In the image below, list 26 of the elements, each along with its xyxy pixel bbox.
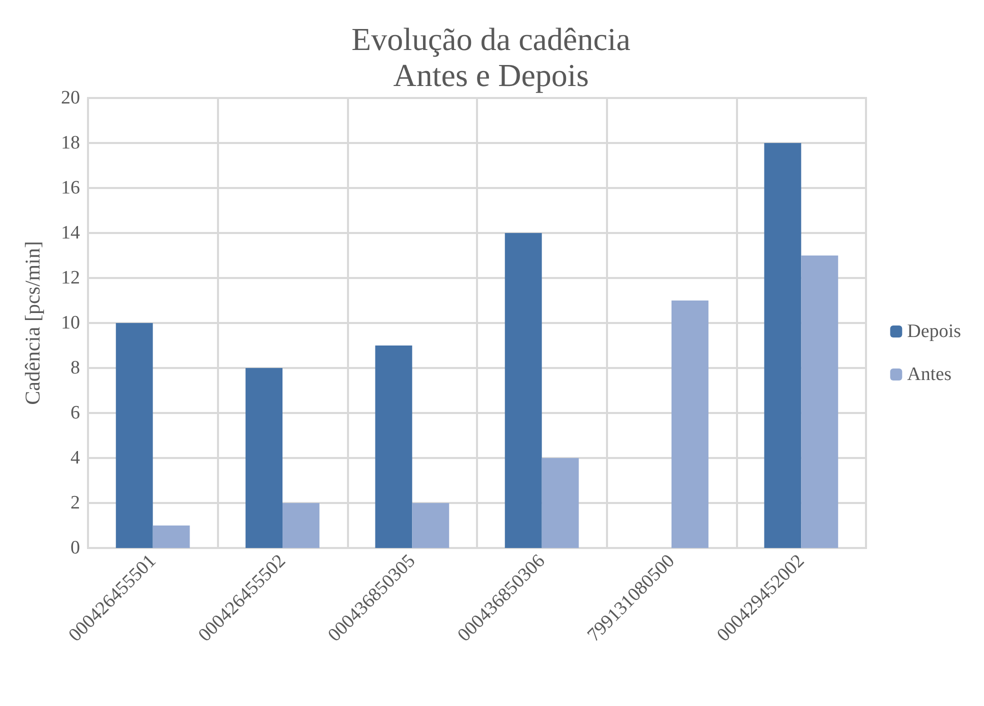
bar <box>412 503 450 548</box>
y-tick-label: 18 <box>61 132 80 154</box>
chart-title: Evolução da cadência Antes e Depois <box>352 21 630 93</box>
y-tick-label: 2 <box>70 492 80 514</box>
y-tick-label: 4 <box>70 448 80 468</box>
y-tick-label: 14 <box>61 222 80 244</box>
y-tick-label: 8 <box>70 358 80 378</box>
bar <box>116 323 153 548</box>
y-axis-title: Cadência [pcs/min] <box>20 241 44 405</box>
bar <box>672 300 708 548</box>
y-tick-label: 12 <box>61 268 80 288</box>
bar <box>152 526 190 548</box>
bar <box>764 143 802 548</box>
bar <box>504 233 542 548</box>
bar <box>801 256 838 548</box>
y-tick-label: 16 <box>61 178 80 198</box>
legend-label: Antes <box>907 364 952 385</box>
legend-label: Depois <box>907 321 961 342</box>
bar <box>542 458 579 548</box>
bar <box>282 503 320 548</box>
bar <box>375 346 412 548</box>
y-tick-label: 0 <box>70 538 80 558</box>
y-tick-label: 10 <box>61 312 80 334</box>
y-tick-label: 6 <box>70 402 80 424</box>
y-tick-label: 20 <box>61 88 80 108</box>
bar <box>246 368 282 548</box>
